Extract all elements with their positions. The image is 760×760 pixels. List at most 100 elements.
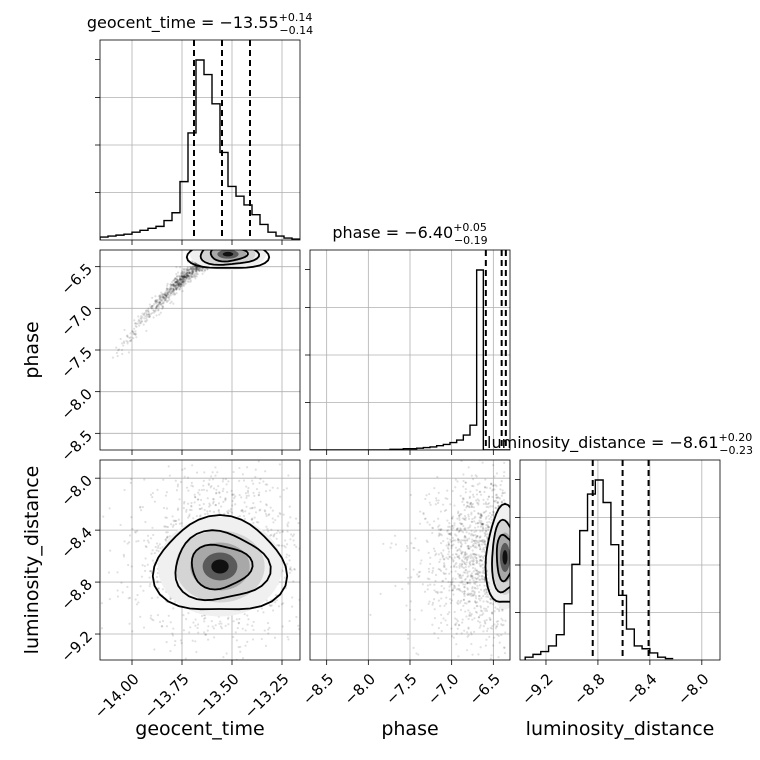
scatter-point [497, 634, 500, 638]
scatter-point [184, 276, 187, 279]
scatter-point [482, 624, 485, 628]
scatter-point [161, 295, 165, 298]
scatter-point [466, 635, 469, 638]
scatter-point [173, 277, 177, 280]
scatter-point [187, 489, 190, 492]
scatter-point [221, 243, 223, 245]
scatter-point [220, 246, 222, 248]
scatter-point [151, 559, 154, 562]
scatter-point [287, 638, 290, 641]
scatter-point [154, 302, 158, 305]
scatter-point [155, 299, 158, 302]
density-shade-4 [222, 251, 234, 257]
scatter-point [293, 543, 296, 547]
scatter-point [152, 304, 155, 307]
scatter-point [185, 271, 189, 274]
scatter-point [271, 609, 275, 612]
scatter-point [460, 563, 464, 566]
scatter-point [473, 540, 477, 543]
scatter-point [460, 543, 463, 546]
scatter-point [169, 523, 173, 526]
scatter-point [164, 538, 167, 541]
scatter-point [192, 267, 195, 270]
scatter-point [479, 646, 482, 649]
scatter-point [212, 502, 215, 505]
scatter-point [231, 246, 233, 248]
scatter-point [184, 280, 187, 283]
scatter-point [195, 514, 199, 518]
scatter-point [204, 616, 207, 620]
scatter-point [166, 289, 169, 292]
scatter-point [221, 248, 223, 250]
scatter-point [149, 312, 153, 315]
scatter-point [212, 500, 215, 503]
scatter-point [212, 636, 216, 639]
scatter-point [466, 581, 469, 585]
scatter-point [157, 303, 160, 307]
scatter-point [412, 568, 415, 571]
scatter-point [227, 616, 230, 619]
y-tick-label: −8.8 [58, 575, 96, 613]
scatter-point [154, 309, 157, 312]
scatter-point [180, 522, 183, 525]
scatter-point [178, 275, 181, 279]
scatter-point [107, 571, 111, 574]
scatter-point [485, 629, 489, 633]
scatter-point [450, 544, 453, 547]
scatter-point [183, 278, 186, 281]
scatter-point [242, 479, 246, 482]
scatter-point [470, 575, 473, 578]
scatter-point [270, 533, 273, 536]
scatter-point [477, 512, 480, 515]
scatter-point [472, 665, 474, 667]
scatter-point [166, 282, 169, 285]
scatter-point [116, 354, 119, 358]
scatter-point [474, 601, 478, 604]
scatter-point [462, 485, 465, 488]
panel-frame [99, 39, 301, 241]
scatter-point [492, 513, 495, 517]
scatter-point [194, 268, 197, 271]
scatter-point [182, 268, 186, 272]
scatter-point [327, 543, 329, 545]
y-axis-label-luminosity_distance: luminosity_distance [21, 466, 43, 655]
scatter-point [450, 627, 453, 630]
scatter-point [144, 520, 147, 524]
scatter-point [189, 274, 192, 278]
scatter-point [490, 482, 493, 485]
scatter-point [290, 569, 293, 572]
scatter-point [172, 289, 175, 292]
scatter-point [457, 530, 460, 534]
scatter-point [163, 299, 166, 302]
scatter-point [190, 505, 193, 508]
scatter-point [192, 517, 195, 520]
scatter-point [185, 277, 188, 280]
scatter-point [155, 305, 158, 308]
scatter-point [297, 624, 300, 627]
scatter-point [476, 522, 479, 525]
scatter-point [464, 568, 468, 571]
scatter-point [164, 538, 167, 541]
scatter-point [489, 487, 492, 490]
scatter-point [154, 307, 158, 310]
scatter-point [450, 581, 453, 584]
scatter-point [143, 569, 147, 572]
scatter-point [184, 275, 187, 279]
scatter-point [474, 526, 477, 529]
scatter-point [180, 270, 184, 273]
scatter-point [474, 522, 477, 525]
scatter-point [473, 553, 476, 556]
scatter-point [231, 499, 234, 503]
scatter-point [195, 266, 198, 270]
scatter-point [217, 246, 219, 248]
x-tick-label: −6.5 [466, 670, 504, 708]
scatter-point [282, 513, 285, 516]
scatter-point [473, 555, 476, 559]
scatter-point [159, 298, 162, 301]
scatter-point [168, 291, 172, 294]
scatter-point [195, 266, 198, 269]
scatter-point [291, 535, 294, 538]
scatter-point [472, 485, 475, 488]
scatter-point [158, 301, 161, 304]
scatter-point [492, 464, 495, 467]
